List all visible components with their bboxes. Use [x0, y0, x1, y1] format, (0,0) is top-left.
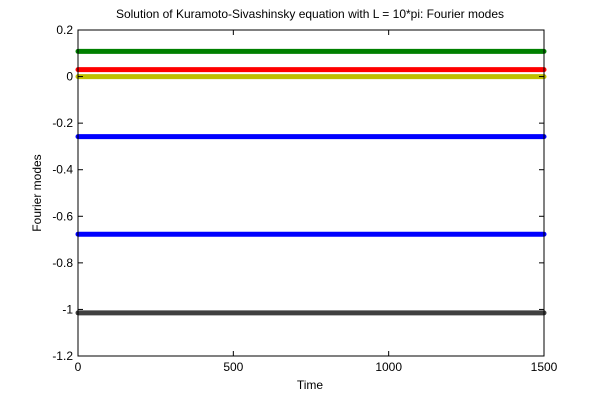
axes-layer: 0 500 1000 1500 0.2 0 -0.2 -0.4 -0.6 -0.8 -1 -1.2 — [52, 23, 557, 374]
chart-title: Solution of Kuramoto-Sivashinsky equatio… — [116, 7, 504, 21]
y-tick-label: -0.2 — [52, 116, 73, 130]
x-tick-label: 1000 — [375, 360, 402, 374]
y-tick-label: 0 — [66, 70, 73, 84]
y-tick-label: 0.2 — [56, 23, 73, 37]
x-tick-label: 500 — [223, 360, 243, 374]
y-axis-label: Fourier modes — [30, 154, 44, 231]
y-tick-label: -0.6 — [52, 209, 73, 223]
y-tick-label: -0.8 — [52, 256, 73, 270]
y-tick-label: -1 — [62, 302, 73, 316]
x-tick-label: 1500 — [531, 360, 558, 374]
y-tick-label: -1.2 — [52, 349, 73, 363]
y-tick-label: -0.4 — [52, 163, 73, 177]
x-axis-label: Time — [297, 378, 324, 392]
series-layer — [75, 48, 547, 316]
axes-box — [77, 29, 545, 357]
plot-area — [78, 30, 544, 356]
x-tick-label: 0 — [75, 360, 82, 374]
